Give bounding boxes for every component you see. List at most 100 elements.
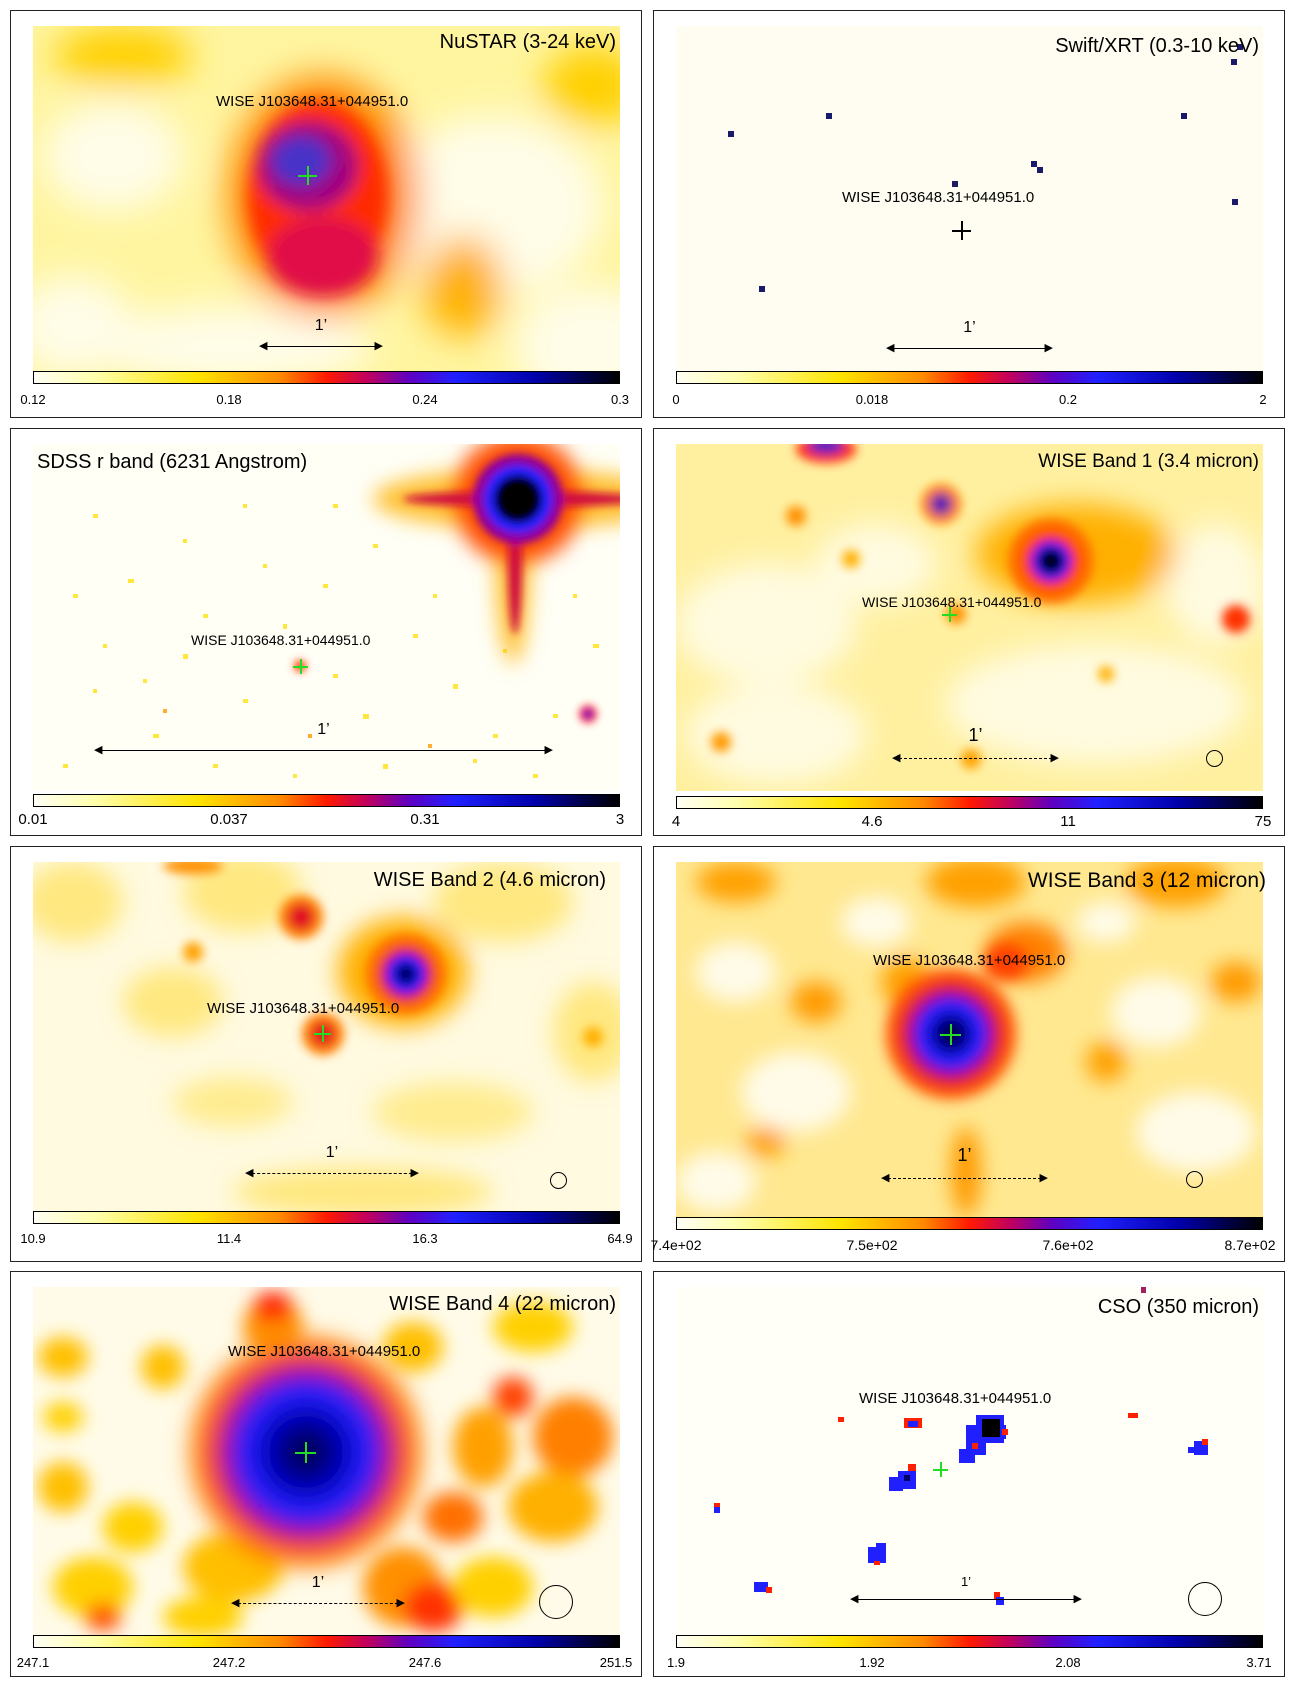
colorbar xyxy=(33,371,620,384)
panel-title: Swift/XRT (0.3-10 keV) xyxy=(1055,35,1259,57)
wise3-map xyxy=(676,862,1261,1217)
source-label: WISE J103648.31+044951.0 xyxy=(207,1000,400,1017)
beam-circle xyxy=(1206,750,1223,767)
scale-label: 1’ xyxy=(960,1574,972,1589)
colorbar-tick: 0.018 xyxy=(855,392,889,407)
image-swift xyxy=(676,26,1263,381)
source-label: WISE J103648.31+044951.0 xyxy=(873,952,1066,969)
colorbar-tick: 247.2 xyxy=(212,1655,246,1670)
colorbar-tick: 0.3 xyxy=(610,392,630,407)
colorbar-tick: 11.4 xyxy=(216,1231,242,1246)
scale-bar: ◀ ▶ 1’ xyxy=(892,725,1059,764)
source-marker-cross xyxy=(295,1442,316,1463)
panel-wise2: WISE Band 2 (4.6 micron) WISE J103648.31… xyxy=(10,846,642,1262)
image-wise2 xyxy=(33,862,620,1214)
panel-wise4: WISE Band 4 (22 micron) WISE J103648.31+… xyxy=(10,1271,642,1677)
colorbar-tick: 0.037 xyxy=(210,811,248,828)
colorbar-tick: 247.1 xyxy=(16,1655,50,1670)
colorbar-tick: 0.24 xyxy=(412,392,438,407)
scale-bar: ◀ ▶ 1’ xyxy=(881,1145,1048,1184)
colorbar-tick: 8.7e+02 xyxy=(1224,1237,1276,1253)
source-label: WISE J103648.31+044951.0 xyxy=(228,1343,421,1360)
swift-map xyxy=(728,44,1243,375)
wise1-map xyxy=(676,444,1263,784)
colorbar-tick: 16.3 xyxy=(412,1231,438,1246)
scale-label: 1’ xyxy=(325,1144,339,1161)
source-label: WISE J103648.31+044951.0 xyxy=(842,189,1035,206)
panel-title: WISE Band 2 (4.6 micron) xyxy=(373,869,606,891)
colorbar-tick: 251.5 xyxy=(599,1655,633,1670)
source-marker-cross xyxy=(940,1024,961,1045)
colorbar-tick: 7.4e+02 xyxy=(650,1237,702,1253)
source-marker-cross xyxy=(314,1025,331,1042)
scale-label: 1’ xyxy=(314,317,328,334)
image-wise4 xyxy=(33,1287,620,1639)
colorbar xyxy=(33,1211,620,1224)
source-label: WISE J103648.31+044951.0 xyxy=(191,632,371,648)
image-wise3 xyxy=(676,862,1263,1217)
colorbar-tick: 7.5e+02 xyxy=(846,1237,898,1253)
colorbar-tick: 4 xyxy=(671,813,681,830)
image-cso xyxy=(676,1287,1263,1639)
colorbar-tick: 0 xyxy=(672,392,680,407)
panel-swift: Swift/XRT (0.3-10 keV) WISE J103648.31+0… xyxy=(653,10,1285,418)
source-label: WISE J103648.31+044951.0 xyxy=(216,93,409,110)
scale-label: 1’ xyxy=(957,1145,972,1165)
colorbar-tick: 0.01 xyxy=(18,811,48,828)
scale-label: 1’ xyxy=(968,725,983,745)
panel-title: CSO (350 micron) xyxy=(1097,1296,1259,1318)
panel-title: NuSTAR (3-24 keV) xyxy=(439,31,616,53)
panel-wise3: WISE Band 3 (12 micron) WISE J103648.31+… xyxy=(650,846,1285,1262)
beam-circle xyxy=(550,1172,567,1189)
colorbar-tick: 0.18 xyxy=(216,392,242,407)
colorbar xyxy=(676,371,1263,384)
source-label: WISE J103648.31+044951.0 xyxy=(862,594,1042,610)
colorbar xyxy=(33,1635,620,1648)
scale-label: 1’ xyxy=(311,1574,325,1591)
colorbar-tick: 4.6 xyxy=(861,813,883,830)
scale-bar: ◀ ▶ 1’ xyxy=(259,317,383,352)
beam-circle xyxy=(539,1585,573,1619)
source-marker-cross xyxy=(942,607,957,622)
panel-cso: CSO (350 micron) WISE J103648.31+044951.… xyxy=(653,1271,1285,1677)
sdss-map xyxy=(63,444,620,778)
source-marker-cross xyxy=(293,659,308,674)
wise2-map xyxy=(33,862,620,1214)
colorbar xyxy=(676,796,1263,809)
scale-label: 1’ xyxy=(317,721,330,738)
source-marker-cross xyxy=(952,221,971,240)
scale-bar: ◀ ▶ 1’ xyxy=(886,319,1053,354)
panel-wise1: WISE Band 1 (3.4 micron) WISE J103648.31… xyxy=(653,428,1285,836)
scale-bar: ◀ ▶ 1’ xyxy=(231,1574,405,1609)
panel-title: WISE Band 1 (3.4 micron) xyxy=(1038,451,1259,472)
source-marker-cross xyxy=(298,166,317,185)
beam-circle xyxy=(1186,1171,1203,1188)
colorbar xyxy=(33,794,620,807)
source-label: WISE J103648.31+044951.0 xyxy=(859,1390,1052,1407)
colorbar xyxy=(676,1217,1263,1230)
colorbar-tick: 2.08 xyxy=(1055,1655,1081,1670)
colorbar-tick: 1.9 xyxy=(666,1655,686,1670)
image-sdss xyxy=(33,444,620,791)
panel-title: WISE Band 3 (12 micron) xyxy=(1027,869,1266,892)
colorbar-tick: 11 xyxy=(1060,813,1076,830)
colorbar-tick: 247.6 xyxy=(408,1655,442,1670)
colorbar-tick: 75 xyxy=(1254,813,1272,830)
cso-map xyxy=(714,1287,1208,1605)
image-wise1 xyxy=(676,444,1263,791)
colorbar-tick: 3 xyxy=(615,811,625,828)
colorbar-tick: 0.2 xyxy=(1058,392,1078,407)
panel-title: SDSS r band (6231 Angstrom) xyxy=(37,451,308,473)
colorbar-tick: 0.12 xyxy=(20,392,46,407)
image-nustar xyxy=(33,26,620,381)
colorbar-tick: 3.71 xyxy=(1246,1655,1272,1670)
beam-circle xyxy=(1188,1582,1222,1616)
scale-bar: ◀ ▶ 1’ xyxy=(94,721,553,756)
colorbar xyxy=(676,1635,1263,1648)
panel-sdss: SDSS r band (6231 Angstrom) WISE J103648… xyxy=(10,428,642,836)
colorbar-tick: 0.31 xyxy=(410,811,440,828)
wise4-map xyxy=(38,1292,613,1637)
colorbar-tick: 2 xyxy=(1259,392,1267,407)
panel-nustar: NuSTAR (3-24 keV) WISE J103648.31+044951… xyxy=(10,10,642,418)
scale-bar: ◀ ▶ 1’ xyxy=(245,1144,419,1179)
